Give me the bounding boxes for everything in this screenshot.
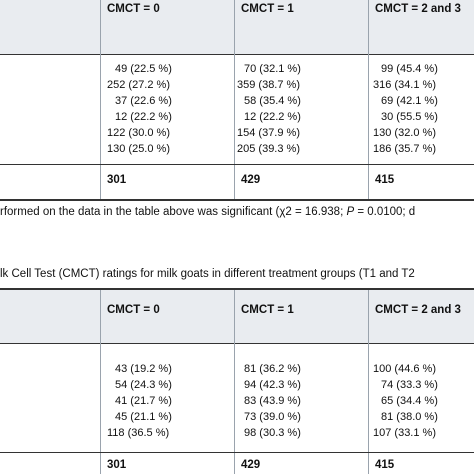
table-cell: 12 (22.2 %) — [115, 111, 172, 123]
table-1-col-divider — [368, 0, 369, 200]
total-cell: 415 — [375, 459, 395, 471]
table-2-header-cmct-1: CMCT = 1 — [241, 304, 294, 316]
table-cell: 252 (27.2 %) — [107, 79, 170, 91]
table-2-header-rule — [0, 343, 474, 344]
table-2-caption: lk Cell Test (CMCT) ratings for milk goa… — [0, 268, 415, 280]
table-2-col-divider — [100, 290, 101, 474]
table-cell: 43 (19.2 %) — [115, 363, 172, 375]
table-cell: 49 (22.5 %) — [115, 63, 172, 75]
table-cell: 186 (35.7 %) — [373, 143, 436, 155]
table-cell: 81 (38.0 %) — [381, 411, 438, 423]
table-cell: 30 (55.5 %) — [381, 111, 438, 123]
total-cell: 301 — [107, 174, 127, 186]
table-cell: 130 (32.0 %) — [373, 127, 436, 139]
table-cell: 58 (35.4 %) — [244, 95, 301, 107]
table-1-header-cmct-1: CMCT = 1 — [241, 3, 294, 15]
table-cell: 37 (22.6 %) — [115, 95, 172, 107]
table-cell: 83 (43.9 %) — [244, 395, 301, 407]
table-cell: 99 (45.4 %) — [381, 63, 438, 75]
table-2-header-cmct-0: CMCT = 0 — [107, 304, 160, 316]
table-1-header-cmct-0: CMCT = 0 — [107, 3, 160, 15]
table-cell: 316 (34.1 %) — [373, 79, 436, 91]
total-cell: 429 — [241, 459, 261, 471]
table-2-header-cmct-2-3: CMCT = 2 and 3 — [375, 304, 461, 316]
table-1-total-rule — [0, 164, 474, 165]
table-2-total-rule — [0, 452, 474, 453]
table-1-header-band — [0, 0, 474, 54]
table-cell: 205 (39.3 %) — [237, 143, 300, 155]
table-1-bottom-rule — [0, 199, 474, 201]
table-2-col-divider — [234, 290, 235, 474]
footnote-p-label: P — [346, 206, 355, 218]
table-2-header-band — [0, 290, 474, 343]
table-cell: 81 (36.2 %) — [244, 363, 301, 375]
table-1-col-divider — [100, 0, 101, 200]
table-cell: 100 (44.6 %) — [373, 363, 436, 375]
total-cell: 415 — [375, 174, 395, 186]
table-1-col-divider — [234, 0, 235, 200]
table-cell: 12 (22.2 %) — [244, 111, 301, 123]
total-cell: 301 — [107, 459, 127, 471]
table-cell: 70 (32.1 %) — [244, 63, 301, 75]
table-cell: 65 (34.4 %) — [381, 395, 438, 407]
footnote-prefix: rformed on the data in the table above w… — [0, 206, 280, 218]
table-2-top-rule — [0, 288, 474, 290]
table-cell: 73 (39.0 %) — [244, 411, 301, 423]
table-cell: 154 (37.9 %) — [237, 127, 300, 139]
table-cell: 69 (42.1 %) — [381, 95, 438, 107]
table-cell: 98 (30.3 %) — [244, 427, 301, 439]
footnote-suffix: = 0.0100; d — [354, 206, 416, 218]
table-cell: 41 (21.7 %) — [115, 395, 172, 407]
table-cell: 118 (36.5 %) — [107, 427, 170, 439]
table-1-footnote: rformed on the data in the table above w… — [0, 206, 415, 218]
table-cell: 54 (24.3 %) — [115, 379, 172, 391]
table-cell: 107 (33.1 %) — [373, 427, 436, 439]
table-1-header-rule — [0, 54, 474, 55]
table-cell: 45 (21.1 %) — [115, 411, 172, 423]
table-cell: 130 (25.0 %) — [107, 143, 170, 155]
table-cell: 74 (33.3 %) — [381, 379, 438, 391]
footnote-chi: χ2 = 16.938; — [279, 206, 347, 218]
table-cell: 359 (38.7 %) — [237, 79, 300, 91]
table-cell: 94 (42.3 %) — [244, 379, 301, 391]
table-2-col-divider — [368, 290, 369, 474]
total-cell: 429 — [241, 174, 261, 186]
table-cell: 122 (30.0 %) — [107, 127, 170, 139]
table-1-header-cmct-2-3: CMCT = 2 and 3 — [375, 3, 461, 15]
